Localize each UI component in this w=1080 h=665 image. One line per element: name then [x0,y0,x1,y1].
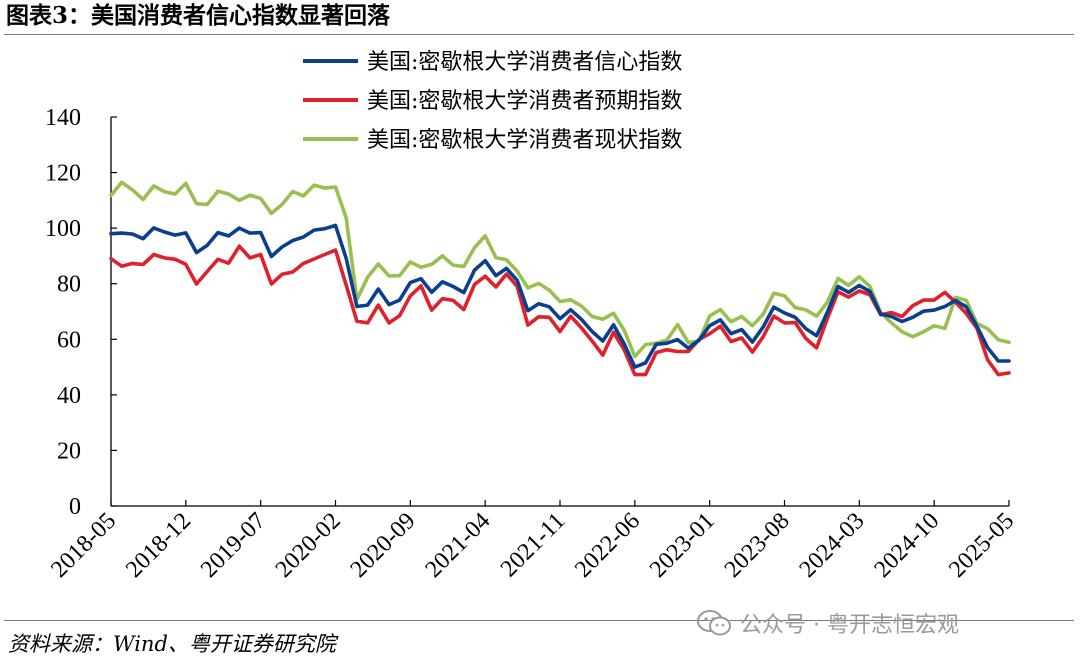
series-line-expectations [109,244,1011,377]
y-tick-label: 120 [45,161,81,187]
x-tick-label: 2024-03 [795,508,870,583]
x-tick-label: 2018-12 [121,508,196,583]
legend-label-current: 美国:密歇根大学消费者现状指数 [367,128,682,153]
wechat-icon [697,610,731,636]
series-line-current [109,180,1011,359]
watermark-text: 公众号 · 粤开志恒宏观 [740,613,959,638]
x-tick-label: 2022-06 [570,508,645,583]
chart-series [109,180,1011,377]
series-line-confidence [109,223,1011,369]
x-tick-label: 2019-07 [196,508,271,583]
line-chart: 美国:密歇根大学消费者信心指数美国:密歇根大学消费者预期指数美国:密歇根大学消费… [45,50,1019,583]
x-tick-label: 2021-11 [496,508,570,582]
x-tick-label: 2021-04 [420,508,495,583]
legend-label-confidence: 美国:密歇根大学消费者信心指数 [367,50,682,75]
footer-divider [4,620,1074,621]
y-tick-label: 80 [57,272,81,298]
x-tick-label: 2020-09 [346,508,421,583]
figure-title: 图表3：美国消费者信心指数显著回落 [6,2,391,29]
y-tick-label: 0 [69,494,81,520]
y-tick-label: 40 [57,383,81,409]
source-note: 资料来源：Wind、粤开证券研究院 [8,632,336,656]
y-tick-label: 20 [57,438,81,464]
x-tick-label: 2025-05 [944,508,1019,583]
y-tick-label: 140 [45,105,81,131]
x-tick-label: 2018-05 [46,508,121,583]
watermark: 公众号 · 粤开志恒宏观 [696,606,959,640]
x-tick-label: 2023-08 [720,508,795,583]
y-tick-label: 60 [57,327,81,353]
x-tick-label: 2024-10 [869,508,944,583]
y-tick-label: 100 [45,216,81,242]
x-tick-label: 2023-01 [645,508,720,583]
x-tick-label: 2020-02 [271,508,346,583]
legend-label-expectations: 美国:密歇根大学消费者预期指数 [367,89,682,114]
chart-legend: 美国:密歇根大学消费者信心指数美国:密歇根大学消费者预期指数美国:密歇根大学消费… [303,50,682,153]
title-divider [4,34,1074,35]
